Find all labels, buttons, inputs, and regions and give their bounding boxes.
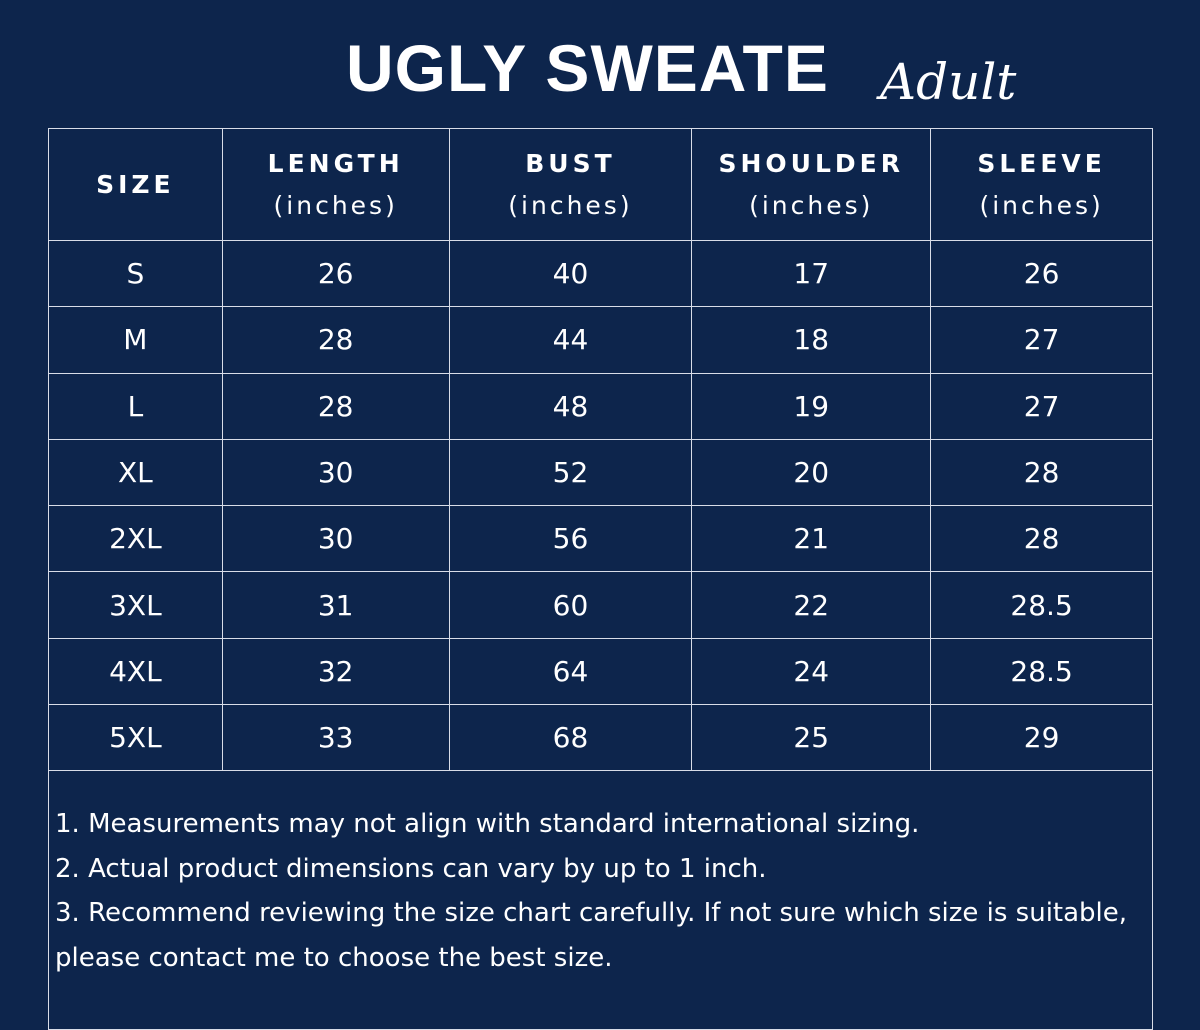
table-cell: XL <box>48 438 223 507</box>
table-cell: 30 <box>221 438 450 507</box>
table-row: 5XL 33 68 25 29 <box>48 704 1153 772</box>
table-row: 4XL 32 64 24 28.5 <box>48 637 1153 706</box>
table-row: 3XL 31 60 22 28.5 <box>48 571 1153 639</box>
table-cell: 32 <box>221 637 450 706</box>
header-label: SHOULDER <box>718 148 904 178</box>
table-cell: 28.5 <box>930 637 1153 706</box>
table-cell: 18 <box>691 306 932 374</box>
table-row: L 28 48 19 27 <box>48 372 1153 440</box>
table-cell: 2XL <box>48 505 223 573</box>
header-label: SLEEVE <box>977 148 1106 178</box>
table-cell: 26 <box>221 239 450 308</box>
table-row: M 28 44 18 27 <box>48 306 1153 374</box>
table-cell: 68 <box>448 704 693 772</box>
table-cell: 56 <box>448 505 693 573</box>
table-cell: S <box>48 239 223 308</box>
table-cell: 25 <box>691 704 932 772</box>
header-unit: (inches) <box>508 190 633 220</box>
header-label: SIZE <box>96 169 175 199</box>
table-cell: 48 <box>448 372 693 440</box>
table-cell: M <box>48 306 223 374</box>
table-cell: 29 <box>930 704 1153 772</box>
table-cell: 27 <box>930 372 1153 440</box>
table-row: S 26 40 17 26 <box>48 239 1153 308</box>
page-title: UGLY SWEATE <box>346 31 829 105</box>
table-cell: 20 <box>691 438 932 507</box>
table-cell: 21 <box>691 505 932 573</box>
header-label: LENGTH <box>267 148 404 178</box>
header-row: SIZE LENGTH (inches) BUST (inches) SHOULDER (i… <box>48 128 1153 241</box>
size-table: SIZE LENGTH (inches) BUST (inches) SHOULDER (i… <box>48 128 1153 772</box>
table-cell: 19 <box>691 372 932 440</box>
table-cell: 28 <box>930 438 1153 507</box>
table-cell: 22 <box>691 571 932 639</box>
table-cell: 28 <box>221 306 450 374</box>
table-cell: 5XL <box>48 704 223 772</box>
table-cell: 40 <box>448 239 693 308</box>
table-cell: 26 <box>930 239 1153 308</box>
notes: 1. Measurements may not align with stand… <box>48 770 1153 1030</box>
note-3: 3. Recommend reviewing the size chart ca… <box>55 898 1128 973</box>
table-cell: 33 <box>221 704 450 772</box>
column-header: LENGTH (inches) <box>221 128 450 241</box>
table-cell: 17 <box>691 239 932 308</box>
column-header: SHOULDER (inches) <box>691 128 932 241</box>
header-label: BUST <box>525 148 616 178</box>
table-cell: 28.5 <box>930 571 1153 639</box>
table-cell: 27 <box>930 306 1153 374</box>
column-header: BUST (inches) <box>448 128 693 241</box>
table-row: XL 30 52 20 28 <box>48 438 1153 507</box>
table-cell: 3XL <box>48 571 223 639</box>
table-row: 2XL 30 56 21 28 <box>48 505 1153 573</box>
table-cell: L <box>48 372 223 440</box>
note-2: 2. Actual product dimensions can vary by… <box>55 853 767 884</box>
table-cell: 24 <box>691 637 932 706</box>
table-cell: 60 <box>448 571 693 639</box>
column-header: SLEEVE (inches) <box>930 128 1153 241</box>
header-unit: (inches) <box>979 190 1104 220</box>
table-cell: 31 <box>221 571 450 639</box>
table-cell: 44 <box>448 306 693 374</box>
table-cell: 28 <box>221 372 450 440</box>
table-cell: 28 <box>930 505 1153 573</box>
subtitle-script: Adult <box>880 53 1017 111</box>
header-unit: (inches) <box>749 190 874 220</box>
column-header: SIZE <box>48 128 223 241</box>
table-cell: 64 <box>448 637 693 706</box>
note-1: 1. Measurements may not align with stand… <box>55 809 920 839</box>
header-unit: (inches) <box>273 190 398 220</box>
table-cell: 30 <box>221 505 450 573</box>
table-cell: 52 <box>448 438 693 507</box>
table-cell: 4XL <box>48 637 223 706</box>
